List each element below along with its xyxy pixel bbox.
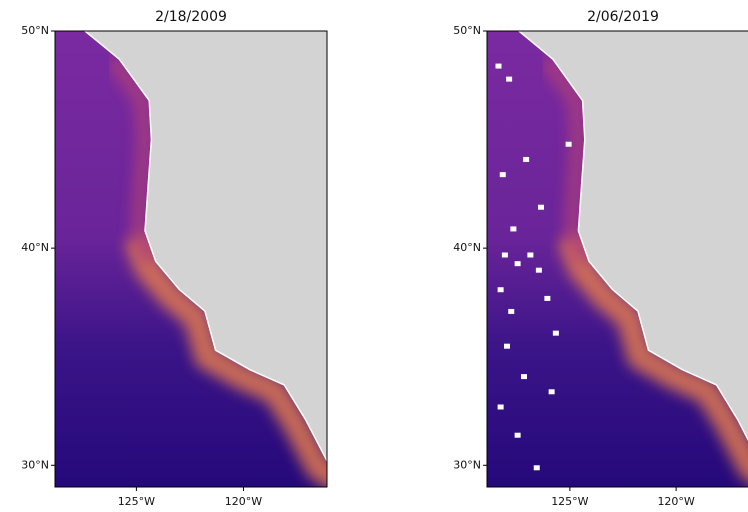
panel-frame <box>54 30 328 488</box>
map-content <box>55 31 327 487</box>
land <box>84 31 327 462</box>
missing-pixel <box>552 330 559 336</box>
missing-pixel <box>523 156 530 162</box>
missing-pixel <box>565 141 572 147</box>
lat-tick-label: 30°N <box>21 458 49 471</box>
lon-tick-label: 125°W <box>551 495 588 508</box>
lat-tick-label: 50°N <box>453 24 481 37</box>
panel-frame <box>486 30 748 488</box>
missing-pixel <box>544 295 551 301</box>
map-panel: 2/06/2019 50°N 40°N 30°N 125°W 120°W <box>453 9 748 508</box>
missing-pixel <box>499 172 506 178</box>
land <box>518 31 748 442</box>
missing-pixel <box>510 226 517 232</box>
coastal-bloom-north <box>106 54 157 264</box>
coastal-bloom <box>124 232 327 487</box>
lat-tick-label: 40°N <box>21 241 49 254</box>
coastal-bloom-north <box>540 54 591 264</box>
lon-tick-label: 125°W <box>118 495 155 508</box>
missing-pixel <box>514 261 521 267</box>
missing-pixel <box>538 204 544 210</box>
lat-tick-label: 40°N <box>453 241 481 254</box>
missing-pixel <box>495 63 502 69</box>
coastal-bloom <box>557 233 748 482</box>
missing-pixel <box>527 252 534 258</box>
panel-title: 2/18/2009 <box>155 9 227 25</box>
lon-tick-label: 120°W <box>225 495 262 508</box>
lat-tick-label: 30°N <box>453 458 481 471</box>
map-panel: 2/18/2009 50°N 40°N 30°N 125°W 120°W <box>21 9 328 508</box>
missing-pixel <box>514 432 521 438</box>
missing-pixel <box>506 76 513 82</box>
missing-pixel <box>535 267 542 273</box>
missing-pixel <box>497 287 504 293</box>
missing-pixel <box>504 343 510 349</box>
lon-tick-label: 120°W <box>657 495 694 508</box>
missing-pixel <box>508 308 515 314</box>
panel-title: 2/06/2019 <box>587 9 659 25</box>
missing-pixel <box>533 465 540 471</box>
missing-pixel <box>521 374 527 380</box>
missing-pixel <box>501 252 508 258</box>
map-content <box>487 31 748 487</box>
lat-tick-label: 50°N <box>21 24 49 37</box>
missing-pixel <box>548 389 555 395</box>
missing-pixel <box>497 404 504 410</box>
